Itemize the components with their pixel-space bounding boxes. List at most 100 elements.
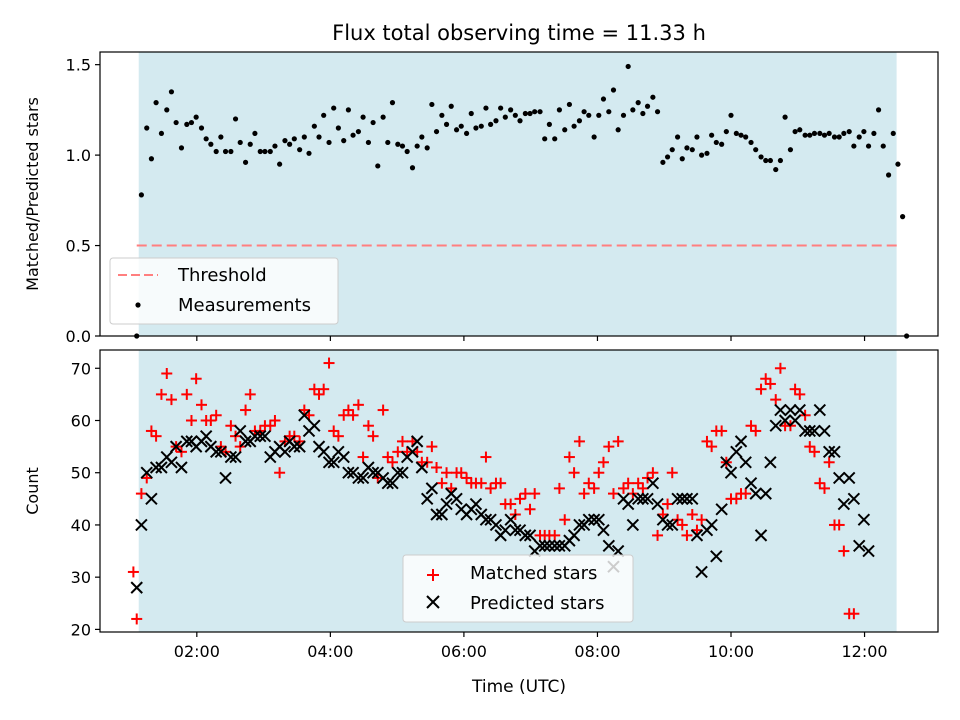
measurement-point	[767, 157, 774, 164]
predicted-star-point	[538, 539, 551, 553]
predicted-star-point	[769, 419, 782, 432]
matched-stars-points	[127, 357, 860, 625]
ratio-plot: 0.0 0.5 1.0 1.5 Matched/Predicted stars Thr…	[23, 51, 939, 346]
x-axis-ticks: 02:00 04:00 06:00 08:00 10:00 12:00	[174, 632, 888, 661]
matched-star-point	[135, 488, 147, 500]
measurement-point	[443, 121, 450, 127]
measurement-point	[630, 107, 636, 113]
predicted-star-point	[224, 450, 238, 464]
measurement-point	[728, 112, 734, 118]
measurement-point	[257, 148, 263, 155]
matched-star-point	[597, 456, 609, 468]
matched-star-point	[495, 477, 507, 489]
measurement-points	[134, 63, 910, 339]
predicted-star-point	[641, 492, 654, 506]
legend-matched-label: Matched stars	[470, 563, 597, 584]
y-tick-label: 70	[71, 359, 91, 378]
matched-star-point	[445, 482, 457, 494]
predicted-star-point	[715, 503, 728, 516]
matched-star-point	[338, 409, 350, 421]
matched-star-point	[269, 415, 281, 426]
predicted-star-point	[145, 492, 158, 506]
matched-star-point	[676, 519, 688, 531]
matched-star-point	[141, 472, 153, 484]
matched-star-point	[573, 435, 585, 447]
measurement-point	[267, 148, 273, 155]
matched-star-point	[789, 383, 801, 395]
matched-star-point	[755, 383, 767, 395]
measurement-point	[704, 150, 710, 156]
predicted-star-point	[135, 518, 148, 532]
measurement-point	[311, 123, 317, 129]
measurement-point	[797, 127, 803, 133]
measurement-point	[537, 109, 543, 115]
measurement-point	[684, 145, 690, 151]
matched-star-point	[632, 477, 644, 489]
measurement-point	[644, 103, 651, 109]
measurement-point	[252, 130, 258, 137]
matched-star-point	[745, 420, 757, 432]
measurement-point	[385, 139, 391, 146]
measurement-point	[335, 125, 341, 131]
matched-star-point	[352, 399, 364, 411]
predicted-star-point	[533, 539, 547, 553]
matched-star-point	[485, 482, 497, 494]
measurement-point	[679, 156, 685, 162]
measurement-point	[753, 147, 759, 153]
matched-star-point	[323, 357, 335, 369]
predicted-star-point	[258, 429, 272, 443]
measurement-point	[473, 125, 479, 131]
predicted-star-point	[778, 414, 792, 427]
predicted-star-point	[430, 508, 443, 521]
predicted-star-point	[406, 445, 419, 459]
matched-star-point	[131, 613, 143, 625]
y-tick-label: 0.5	[66, 237, 91, 256]
matched-star-point	[818, 482, 830, 494]
measurement-point	[773, 166, 779, 173]
measurement-point	[566, 101, 573, 108]
measurement-point	[208, 141, 214, 147]
matched-star-point	[308, 383, 320, 395]
predicted-star-point	[636, 492, 650, 506]
measurement-point	[694, 134, 700, 140]
matched-star-point	[505, 498, 517, 510]
measurement-point	[719, 141, 725, 147]
y-tick-label: 60	[71, 412, 91, 431]
predicted-star-point	[847, 492, 861, 506]
matched-star-point	[583, 477, 595, 489]
predicted-star-point	[862, 544, 875, 558]
legend-threshold-label: Threshold	[177, 265, 267, 286]
measurement-point	[262, 148, 268, 155]
matched-star-point	[612, 435, 624, 447]
measurement-point	[242, 159, 249, 165]
measurement-point	[660, 159, 666, 165]
predicted-star-point	[567, 529, 581, 542]
measurement-point	[821, 132, 828, 138]
y-tick-label: 40	[71, 516, 91, 535]
matched-star-point	[475, 477, 487, 489]
predicted-star-point	[504, 513, 517, 526]
measurement-point	[743, 134, 749, 140]
predicted-star-point	[764, 456, 777, 469]
y-tick-label: 1.5	[66, 56, 91, 75]
matched-star-point	[396, 435, 408, 447]
matched-star-point	[607, 488, 619, 500]
matched-star-point	[150, 430, 162, 442]
measurement-point	[326, 139, 332, 146]
predicted-star-point	[248, 429, 262, 443]
measurement-point	[184, 121, 190, 127]
measurement-point	[811, 130, 818, 137]
measurement-point	[178, 145, 185, 151]
measurement-point	[380, 114, 386, 120]
measurement-point	[350, 132, 356, 138]
predicted-star-point	[165, 456, 178, 469]
matched-star-point	[681, 529, 693, 541]
predicted-star-point	[597, 523, 610, 537]
predicted-star-point	[386, 476, 399, 490]
measurement-point	[826, 130, 832, 137]
measurement-point	[419, 134, 425, 140]
y-tick-label: 50	[71, 464, 91, 483]
measurement-point	[331, 105, 337, 111]
measurement-point	[218, 134, 224, 140]
predicted-star-point	[469, 497, 483, 511]
